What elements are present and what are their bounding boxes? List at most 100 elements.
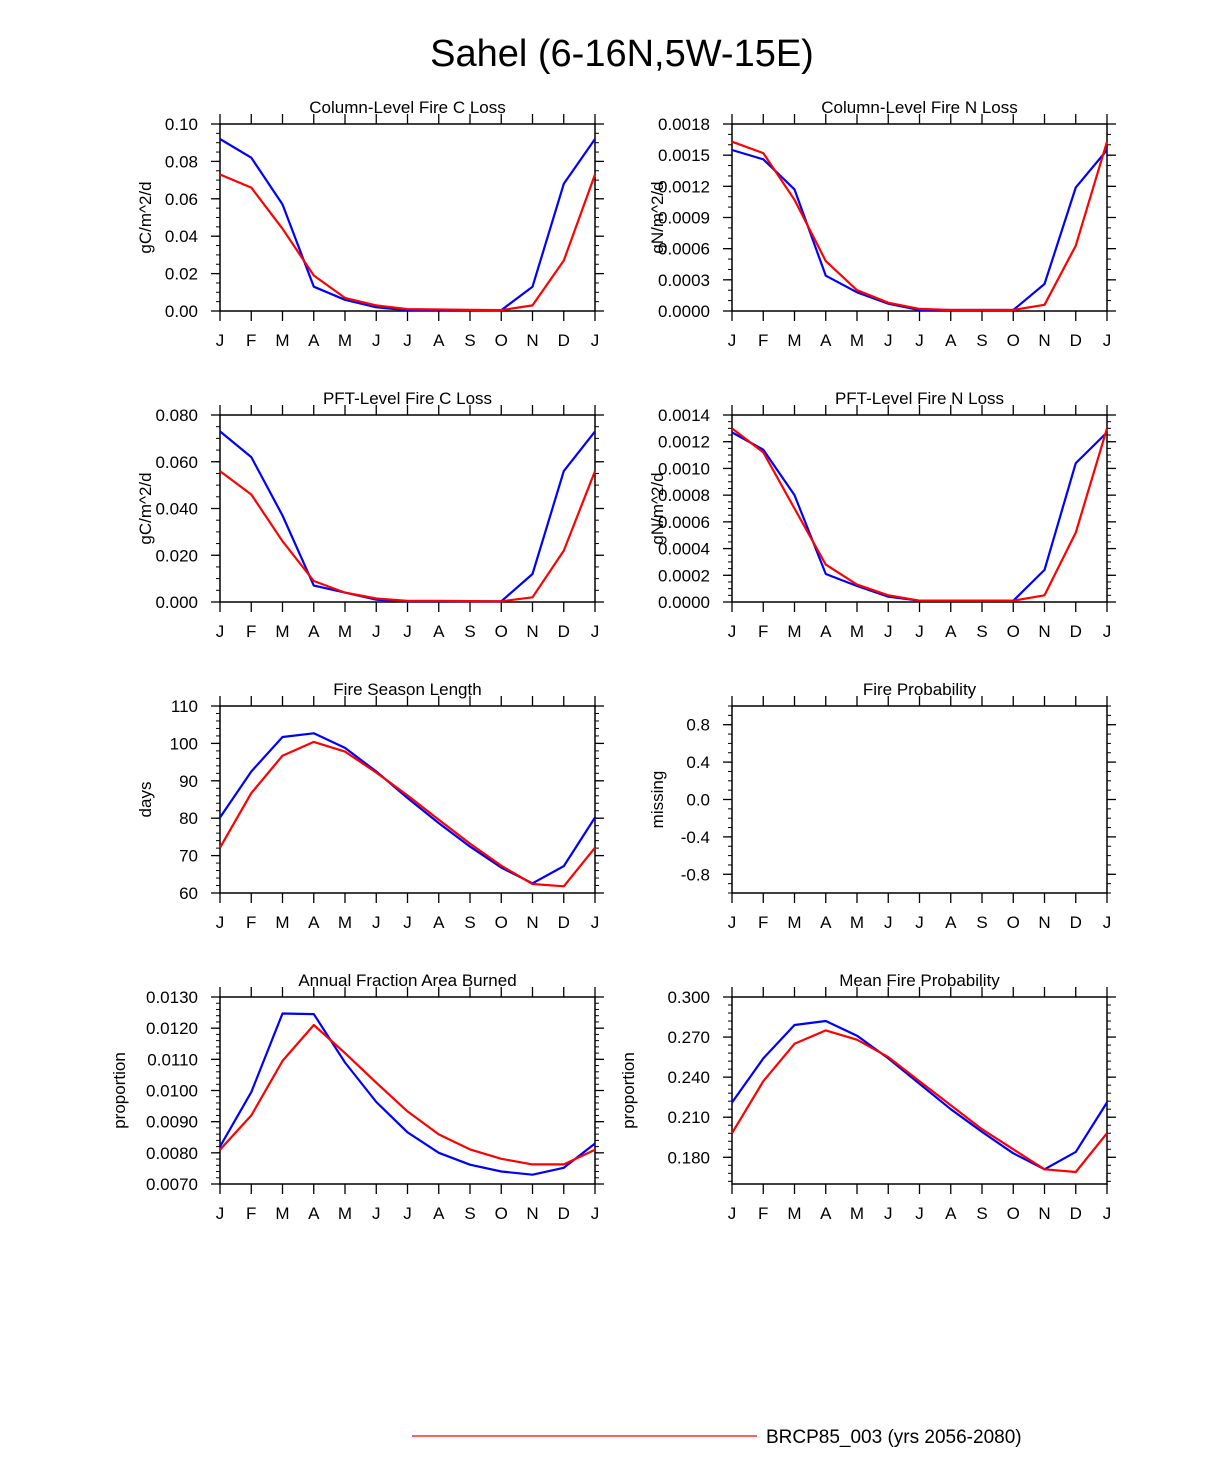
y-axis-label: days: [136, 782, 155, 818]
x-tick-label: F: [246, 331, 256, 350]
y-tick-label: 0.0012: [658, 433, 710, 452]
x-tick-label: O: [1007, 913, 1020, 932]
y-tick-label: 0.270: [667, 1028, 710, 1047]
x-tick-label: J: [591, 913, 600, 932]
chart-title: Annual Fraction Area Burned: [298, 971, 516, 990]
y-axis-label: gC/m^2/d: [136, 472, 155, 544]
x-tick-label: J: [728, 331, 737, 350]
page-title: Sahel (6-16N,5W-15E): [430, 33, 814, 75]
x-tick-label: J: [884, 913, 893, 932]
series-line-red: [731, 140, 1109, 312]
y-tick-label: 0.00: [165, 302, 198, 321]
chart-title: Mean Fire Probability: [839, 971, 1000, 990]
x-tick-label: O: [495, 1204, 508, 1223]
plot-frame: [219, 996, 596, 1185]
y-tick-label: 0.04: [165, 227, 198, 246]
x-tick-label: M: [338, 1204, 352, 1223]
x-tick-label: N: [1038, 331, 1050, 350]
x-tick-label: J: [1103, 913, 1112, 932]
plot-frame: [731, 996, 1108, 1185]
y-tick-label: 0.0110: [147, 1050, 198, 1069]
x-tick-label: O: [1007, 1204, 1020, 1223]
x-tick-label: M: [850, 1204, 864, 1223]
x-tick-label: A: [433, 1204, 445, 1223]
x-tick-label: J: [728, 622, 737, 641]
x-tick-label: S: [976, 331, 987, 350]
x-tick-label: F: [758, 913, 768, 932]
x-tick-label: O: [495, 622, 508, 641]
x-tick-label: M: [787, 913, 801, 932]
x-tick-label: D: [558, 622, 570, 641]
chart-title: Column-Level Fire C Loss: [309, 98, 506, 117]
y-tick-label: 0.060: [155, 453, 198, 472]
plot-frame: [731, 123, 1108, 312]
chart-title: PFT-Level Fire N Loss: [835, 389, 1004, 408]
x-tick-label: N: [1038, 1204, 1050, 1223]
series-line-blue: [219, 732, 596, 885]
x-tick-label: N: [526, 1204, 538, 1223]
y-axis-label: gN/m^2/d: [648, 472, 667, 544]
x-tick-label: A: [820, 622, 832, 641]
y-tick-label: 0.0009: [658, 209, 710, 228]
x-tick-label: J: [728, 1204, 737, 1223]
y-tick-label: 70: [179, 847, 198, 866]
chart-title: Fire Season Length: [333, 680, 481, 699]
x-tick-label: N: [526, 622, 538, 641]
y-tick-label: 0.0006: [658, 513, 710, 532]
y-tick-label: 0.0014: [658, 406, 710, 425]
x-tick-label: M: [787, 1204, 801, 1223]
x-tick-label: J: [216, 1204, 225, 1223]
legend: BRCP85_003 (yrs 2056-2080): [412, 1427, 1022, 1448]
y-tick-label: 0.0080: [146, 1144, 198, 1163]
series-line-red: [219, 470, 597, 603]
x-tick-label: S: [464, 331, 475, 350]
x-tick-label: J: [216, 331, 225, 350]
series-line-red: [731, 1029, 1108, 1174]
series-line-blue: [219, 430, 596, 603]
x-tick-label: N: [526, 913, 538, 932]
x-tick-label: M: [275, 622, 289, 641]
x-tick-label: J: [884, 331, 893, 350]
y-tick-label: 0.300: [667, 988, 710, 1007]
x-tick-label: J: [403, 331, 412, 350]
x-tick-label: F: [758, 622, 768, 641]
series-line-red: [219, 173, 597, 312]
y-tick-label: 0.0012: [658, 177, 710, 196]
x-tick-label: J: [1103, 622, 1112, 641]
x-tick-label: A: [308, 913, 320, 932]
series-line-blue: [731, 148, 1108, 312]
x-tick-label: O: [495, 913, 508, 932]
x-tick-label: J: [216, 622, 225, 641]
x-tick-label: D: [1070, 622, 1082, 641]
chart-title: PFT-Level Fire C Loss: [323, 389, 492, 408]
x-tick-label: A: [433, 331, 445, 350]
y-axis-label: gC/m^2/d: [136, 181, 155, 253]
x-tick-label: J: [403, 913, 412, 932]
series-line-blue: [731, 1019, 1108, 1171]
x-tick-label: M: [275, 1204, 289, 1223]
y-tick-label: 0.0100: [146, 1082, 198, 1101]
x-tick-label: D: [558, 1204, 570, 1223]
x-tick-label: J: [884, 622, 893, 641]
y-axis-label: proportion: [619, 1052, 638, 1129]
x-tick-label: M: [338, 622, 352, 641]
x-tick-label: S: [976, 913, 987, 932]
y-tick-label: 0.0008: [658, 486, 710, 505]
x-tick-label: M: [338, 913, 352, 932]
chart-title: Column-Level Fire N Loss: [821, 98, 1018, 117]
x-tick-label: F: [758, 1204, 768, 1223]
x-tick-label: J: [372, 1204, 381, 1223]
x-tick-label: J: [403, 1204, 412, 1223]
x-tick-label: S: [976, 622, 987, 641]
x-tick-label: N: [1038, 622, 1050, 641]
series-line-blue: [219, 138, 596, 312]
y-axis-label: missing: [648, 771, 667, 829]
y-tick-label: 0.240: [667, 1068, 710, 1087]
y-tick-label: 90: [179, 772, 198, 791]
x-tick-label: M: [338, 331, 352, 350]
